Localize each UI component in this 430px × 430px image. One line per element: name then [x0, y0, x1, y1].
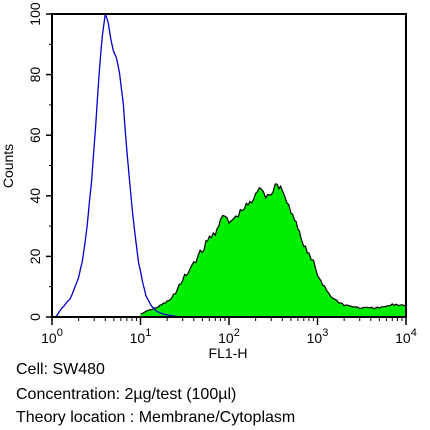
flow-cytometry-histogram: 0 20 40 60 80 100 100 101 102 103 104 Counts FL1-H — [0, 2, 417, 360]
x-tick-label: 100 — [41, 327, 63, 346]
x-tick-label: 103 — [307, 327, 329, 346]
x-tick-label: 102 — [218, 327, 240, 346]
y-tick-label: 20 — [27, 248, 43, 264]
y-tick-label: 40 — [27, 188, 43, 204]
sample-histogram-outline — [140, 183, 407, 315]
y-tick-label: 60 — [27, 127, 43, 143]
cell-caption: Cell: SW480 — [16, 361, 105, 378]
control-histogram-layer — [55, 13, 181, 318]
control-histogram-line — [55, 13, 181, 318]
y-tick-label: 80 — [27, 67, 43, 83]
x-tick-label: 104 — [395, 327, 417, 346]
x-axis-title: FL1-H — [209, 345, 248, 360]
axis-ticks: 0 20 40 60 80 100 100 101 102 103 104 — [27, 2, 417, 346]
concentration-caption: Concentration: 2µg/test (100µl) — [16, 386, 237, 403]
sample-histogram-fill — [140, 183, 406, 317]
y-tick-label: 100 — [27, 2, 43, 26]
sample-histogram-layer — [140, 183, 407, 317]
y-axis-title: Counts — [0, 144, 16, 188]
x-tick-label: 101 — [130, 327, 152, 346]
y-tick-label: 0 — [27, 313, 43, 321]
location-caption: Theory location : Membrane/Cytoplasm — [16, 409, 296, 426]
